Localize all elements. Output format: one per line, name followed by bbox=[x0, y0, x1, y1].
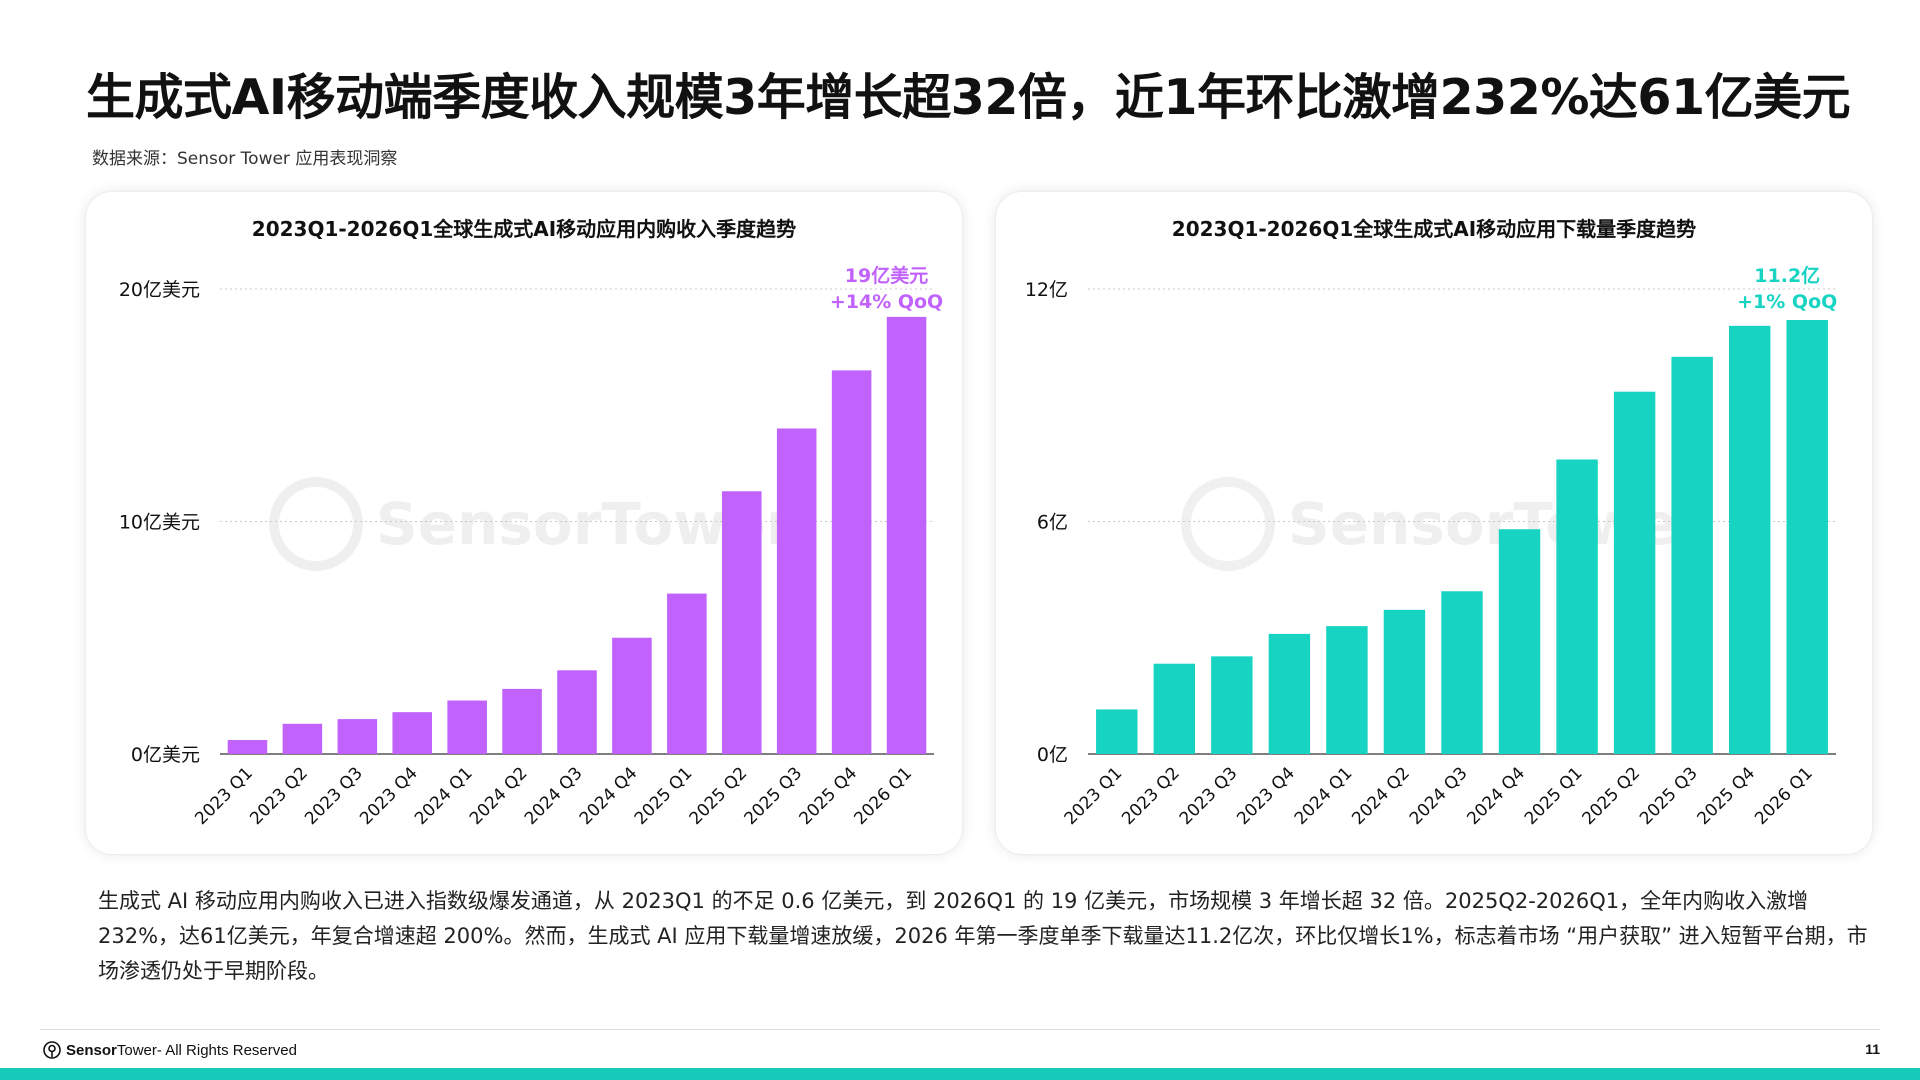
y-tick-label: 10亿美元 bbox=[119, 512, 200, 534]
x-tick-label: 2024 Q1 bbox=[411, 763, 477, 829]
bar-annotation: 11.2亿 bbox=[1754, 264, 1820, 287]
bar bbox=[392, 712, 433, 754]
x-tick-label: 2024 Q2 bbox=[466, 763, 532, 829]
x-tick-label: 2025 Q4 bbox=[1694, 763, 1760, 829]
chart-title: 2023Q1-2026Q1全球生成式AI移动应用内购收入季度趋势 bbox=[252, 217, 796, 241]
bar bbox=[1096, 709, 1138, 754]
x-tick-label: 2024 Q3 bbox=[1406, 763, 1472, 829]
bar bbox=[1326, 626, 1368, 754]
watermark-logo-icon bbox=[1181, 477, 1275, 571]
y-tick-label: 20亿美元 bbox=[119, 279, 200, 301]
x-tick-label: 2023 Q3 bbox=[1176, 763, 1242, 829]
x-tick-label: 2026 Q1 bbox=[850, 763, 916, 829]
bar bbox=[612, 637, 652, 754]
bar bbox=[1556, 459, 1598, 754]
x-tick-label: 2025 Q4 bbox=[795, 763, 861, 829]
footer-brand-sensor: Sensor bbox=[66, 1041, 117, 1059]
bar-annotation: +14% QoQ bbox=[830, 291, 943, 313]
y-tick-label: 0亿美元 bbox=[131, 744, 200, 766]
bottom-accent-bar bbox=[0, 1068, 1920, 1080]
x-tick-label: 2024 Q1 bbox=[1291, 763, 1357, 829]
bar bbox=[1786, 320, 1828, 754]
bar bbox=[1383, 609, 1426, 754]
bar bbox=[1153, 663, 1196, 754]
x-tick-label: 2025 Q1 bbox=[1521, 763, 1587, 829]
bar bbox=[1268, 633, 1311, 754]
bar bbox=[667, 593, 707, 754]
bar bbox=[557, 670, 597, 754]
y-tick-label: 0亿 bbox=[1037, 744, 1068, 766]
bar-annotation: 19亿美元 bbox=[845, 264, 928, 287]
bar-annotation: +1% QoQ bbox=[1737, 291, 1837, 313]
downloads-bar-chart: SensorTower2023Q1-2026Q1全球生成式AI移动应用下载量季度… bbox=[1025, 217, 1837, 829]
revenue-bar-chart: SensorTower 2023Q1-2026Q1全球生成式AI移动应用内购收入季… bbox=[119, 217, 943, 829]
bar bbox=[886, 316, 927, 754]
x-tick-label: 2025 Q3 bbox=[741, 763, 807, 829]
revenue-chart-card: SensorTower 2023Q1-2026Q1全球生成式AI移动应用内购收入季… bbox=[86, 192, 962, 854]
bar bbox=[227, 740, 268, 754]
bar bbox=[1498, 529, 1541, 754]
sensor-tower-logo-icon bbox=[43, 1041, 61, 1059]
bar bbox=[502, 688, 542, 754]
footer-brand: Sensor Tower - All Rights Reserved bbox=[42, 1039, 297, 1061]
page-number: 11 bbox=[1865, 1041, 1880, 1057]
x-tick-label: 2023 Q4 bbox=[1233, 763, 1299, 829]
x-tick-label: 2023 Q1 bbox=[191, 763, 257, 829]
x-tick-label: 2025 Q2 bbox=[686, 763, 752, 829]
watermark-logo: SensorTower bbox=[269, 477, 795, 571]
x-tick-label: 2023 Q2 bbox=[1118, 763, 1184, 829]
summary-paragraph: 生成式 AI 移动应用内购收入已进入指数级爆发通道，从 2023Q1 的不足 0… bbox=[98, 889, 1868, 983]
bar bbox=[282, 723, 323, 754]
x-tick-label: 2023 Q1 bbox=[1061, 763, 1127, 829]
bar bbox=[831, 370, 872, 754]
bar bbox=[1211, 656, 1253, 754]
x-tick-label: 2025 Q2 bbox=[1578, 763, 1644, 829]
x-tick-label: 2024 Q2 bbox=[1348, 763, 1414, 829]
downloads-chart-card: SensorTower 2023Q1-2026Q1全球生成式AI移动应用下载量季度… bbox=[996, 192, 1872, 854]
x-tick-label: 2023 Q3 bbox=[301, 763, 367, 829]
data-source-note: 数据来源：Sensor Tower 应用表现洞察 bbox=[92, 149, 398, 169]
page-title: 生成式AI移动端季度收入规模3年增长超32倍，近1年环比激增232%达61亿美元 bbox=[86, 69, 1851, 126]
bar bbox=[1613, 391, 1656, 754]
footer-brand-tower: Tower bbox=[116, 1041, 157, 1059]
watermark-logo-icon bbox=[269, 477, 363, 571]
footer-rights: - All Rights Reserved bbox=[156, 1041, 297, 1059]
bar bbox=[447, 700, 487, 754]
x-tick-label: 2023 Q4 bbox=[356, 763, 422, 829]
bar bbox=[1671, 356, 1713, 754]
x-tick-label: 2023 Q2 bbox=[246, 763, 312, 829]
bar bbox=[1441, 591, 1483, 754]
x-tick-label: 2024 Q3 bbox=[521, 763, 587, 829]
bar bbox=[721, 491, 762, 754]
bar bbox=[776, 428, 817, 754]
x-tick-label: 2025 Q3 bbox=[1636, 763, 1702, 829]
bar bbox=[337, 719, 378, 754]
x-tick-label: 2024 Q4 bbox=[576, 763, 642, 829]
x-tick-label: 2025 Q1 bbox=[631, 763, 697, 829]
x-tick-label: 2026 Q1 bbox=[1751, 763, 1817, 829]
chart-title: 2023Q1-2026Q1全球生成式AI移动应用下载量季度趋势 bbox=[1172, 217, 1696, 241]
y-tick-label: 12亿 bbox=[1025, 279, 1068, 301]
bar bbox=[1728, 325, 1771, 754]
x-tick-label: 2024 Q4 bbox=[1463, 763, 1529, 829]
y-tick-label: 6亿 bbox=[1037, 512, 1068, 534]
footer-divider bbox=[40, 1029, 1880, 1030]
